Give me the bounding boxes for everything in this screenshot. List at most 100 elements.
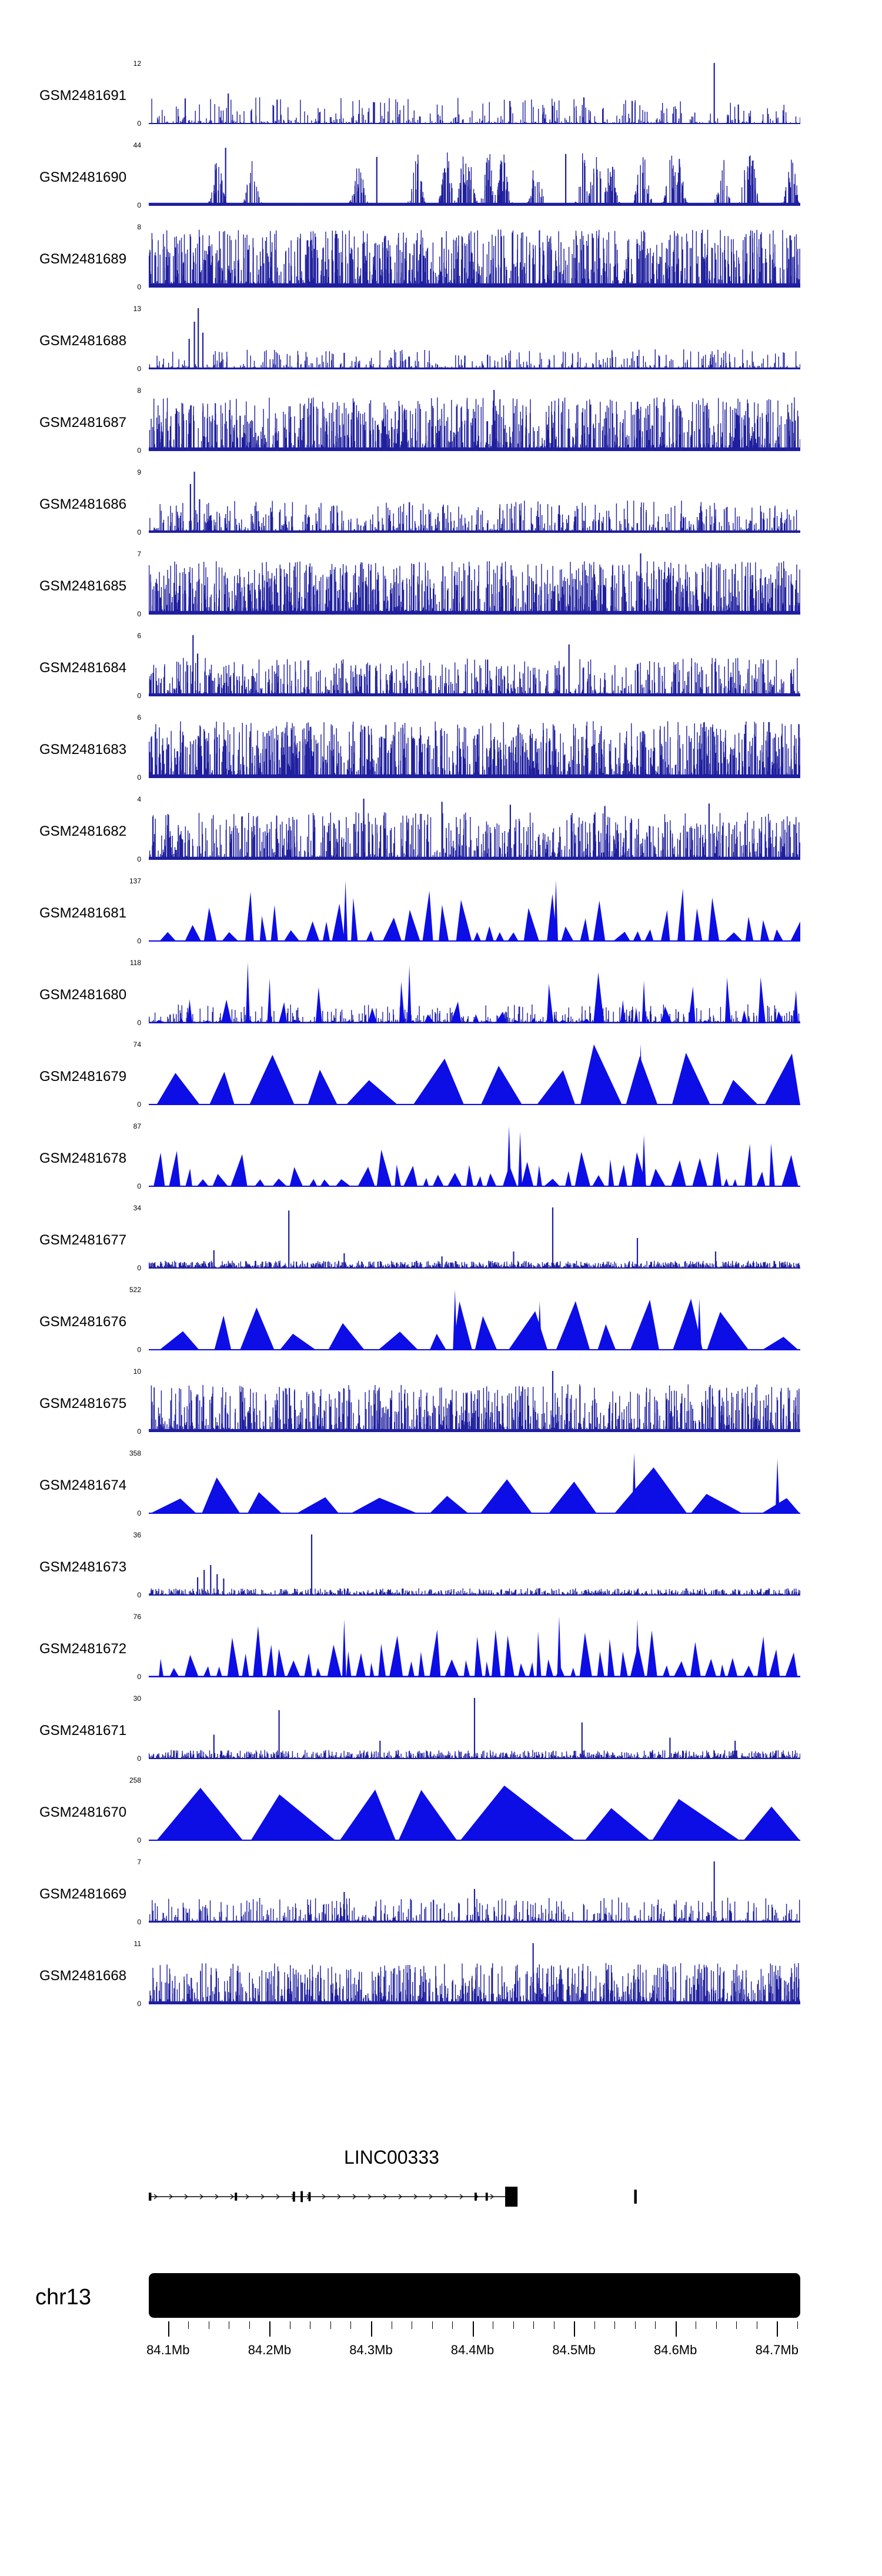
axis-major-tick [269,2321,271,2337]
track-ymax-value: 11 [133,1940,141,1948]
track-yaxis: 358 0 [71,1449,145,1517]
track-signal-plot [149,1534,800,1596]
axis-minor-tick [350,2321,352,2329]
track-row: GSM2481690 44 0 [0,136,882,218]
track-ymax-value: 44 [133,141,141,149]
track-sample-label: GSM2481682 [39,823,127,839]
track-ymin-value: 0 [137,1591,141,1599]
track-signal-plot [149,880,800,942]
track-ymin-value: 0 [137,1918,141,1926]
gene-model-svg [149,2187,637,2207]
track-ymax-value: 4 [137,795,141,803]
axis-minor-tick [330,2321,331,2329]
track-ymin-value: 0 [137,1673,141,1681]
track-yaxis: 30 0 [71,1694,145,1763]
track-sample-label: GSM2481683 [39,741,127,758]
genome-axis: 84.1Mb 84.2Mb 84.3Mb 84.4Mb 84.5Mb 84.6Mb 84.7… [146,2318,800,2400]
track-signal-plot [149,1044,800,1105]
track-row: GSM2481674 358 0 [0,1444,882,1526]
track-signal-plot [149,1786,800,1841]
track-yaxis: 13 0 [71,305,145,373]
track-yaxis: 10 0 [71,1367,145,1436]
track-ymax-value: 7 [137,1858,141,1866]
track-ymin-value: 0 [137,1346,141,1354]
track-ymin-value: 0 [137,773,141,782]
track-signal-plot [149,1453,800,1514]
axis-major-tick [574,2321,576,2337]
track-yaxis: 137 0 [71,877,145,945]
track-signal-plot [149,962,800,1023]
chromosome-ideogram [149,2273,800,2318]
track-signal-plot [149,308,800,369]
track-yaxis: 74 0 [71,1040,145,1109]
axis-minor-tick [188,2321,189,2329]
track-signal-plot [149,63,800,124]
axis-minor-tick [797,2321,798,2329]
axis-major-tick [675,2321,677,2337]
track-sample-label: GSM2481677 [39,1232,127,1248]
track-signal-plot [149,1616,800,1677]
track-ymin-value: 0 [137,446,141,455]
axis-minor-tick [655,2321,656,2329]
track-ymax-value: 87 [133,1122,141,1130]
track-row: GSM2481668 11 0 [0,1935,882,2017]
track-row: GSM2481689 8 0 [0,218,882,300]
track-row: GSM2481682 4 0 [0,790,882,872]
track-sample-label: GSM2481669 [39,1886,127,1902]
track-ymax-value: 9 [137,468,141,476]
track-signal-plot [149,1126,800,1187]
track-ymax-value: 6 [137,632,141,640]
track-row: GSM2481680 118 0 [0,954,882,1036]
track-ymax-value: 13 [133,305,141,313]
track-signal-plot [149,1289,800,1350]
axis-minor-tick [432,2321,433,2329]
axis-tick-label: 84.6Mb [653,2343,697,2357]
track-ymin-value: 0 [137,119,141,128]
axis-major-tick [472,2321,474,2337]
track-sample-label: GSM2481672 [39,1640,127,1657]
axis-minor-tick [249,2321,250,2329]
track-signal-plot [149,390,800,451]
track-ymax-value: 7 [137,550,141,558]
axis-minor-tick [452,2321,453,2329]
track-ymin-value: 0 [137,1019,141,1027]
track-ymin-value: 0 [137,201,141,209]
track-signal-plot [149,1698,800,1759]
axis-minor-tick [614,2321,616,2329]
track-signal-plot [149,799,800,860]
track-sample-label: GSM2481681 [39,905,127,921]
track-ymin-value: 0 [137,1182,141,1190]
track-row: GSM2481676 522 0 [0,1281,882,1363]
track-ymin-value: 0 [137,610,141,618]
track-sample-label: GSM2481687 [39,414,127,431]
track-sample-label: GSM2481678 [39,1150,127,1166]
track-sample-label: GSM2481671 [39,1722,127,1739]
signal-tracks: GSM2481691 12 0 GSM2481690 44 0 GSM2481689 8 0 GS… [0,55,882,2017]
axis-minor-tick [513,2321,514,2329]
track-sample-label: GSM2481688 [39,332,127,349]
track-ymax-value: 34 [133,1204,141,1212]
track-row: GSM2481678 87 0 [0,1117,882,1199]
track-ymax-value: 10 [133,1367,141,1376]
track-ymin-value: 0 [137,528,141,536]
gene-annotation-track: LINC00333 [149,2135,800,2241]
track-signal-plot [149,721,800,778]
axis-minor-tick [736,2321,737,2329]
track-row: GSM2481684 6 0 [0,627,882,709]
track-row: GSM2481687 8 0 [0,382,882,463]
track-signal-plot [149,1207,800,1269]
track-row: GSM2481686 9 0 [0,463,882,545]
track-row: GSM2481670 258 0 [0,1771,882,1853]
track-signal-plot [149,1943,800,2004]
track-ymax-value: 30 [133,1694,141,1703]
track-ymax-value: 118 [129,959,141,967]
track-row: GSM2481679 74 0 [0,1036,882,1117]
track-ymin-value: 0 [137,1427,141,1436]
track-row: GSM2481669 7 0 [0,1853,882,1935]
